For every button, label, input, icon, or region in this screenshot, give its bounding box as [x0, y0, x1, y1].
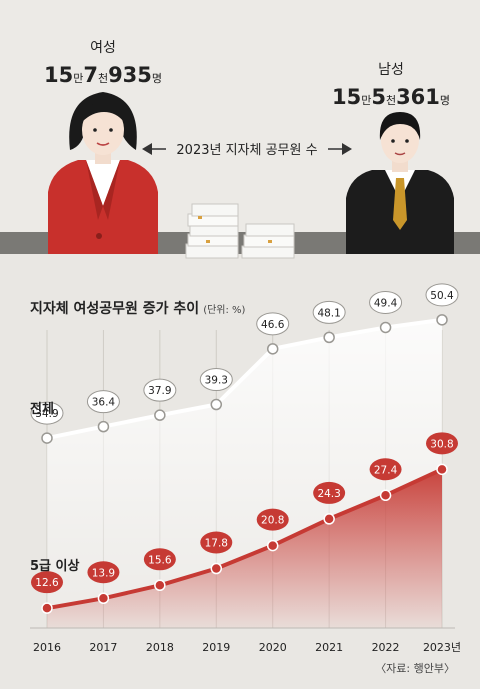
total-data-label: 36.4 [92, 397, 116, 409]
total-point [323, 331, 335, 344]
total-data-label: 37.9 [148, 385, 171, 397]
total-label-bubble [143, 378, 177, 402]
grade5-label-bubble [143, 548, 176, 571]
grade5-point [266, 539, 279, 552]
comparison-label: 2023년 지자체 공무원 수 [176, 143, 317, 158]
female-hair [69, 92, 137, 150]
male-figure [346, 112, 454, 254]
grade5-point [41, 602, 53, 614]
x-tick-label: 2023년 [423, 641, 461, 654]
grade5-data-label: 30.8 [430, 438, 453, 450]
grade5-data-label: 24.3 [317, 488, 340, 500]
grade5-data-label: 13.9 [92, 567, 115, 579]
male-tie [393, 178, 407, 230]
chart-title-line: 지자체 여성공무원 증가 추이 (단위: %) [30, 300, 246, 317]
total-label-bubble [369, 290, 403, 314]
grade5-label-bubble [31, 571, 63, 594]
total-data-label: 50.4 [430, 290, 454, 302]
chart-title: 지자체 여성공무원 증가 추이 [30, 300, 199, 317]
chart-points [41, 314, 448, 614]
total-point [154, 409, 166, 421]
male-label: 남성 [378, 62, 404, 78]
grade5-point [210, 562, 223, 575]
female-figure [48, 92, 158, 254]
grade5-label-bubble [313, 481, 346, 504]
total-data-label: 49.4 [374, 297, 398, 309]
total-point [97, 420, 110, 433]
male-count: 15만5천361명 [332, 85, 450, 109]
grade5-point [436, 463, 448, 476]
total-line [46, 317, 443, 441]
grade5-data-label: 20.8 [261, 515, 284, 527]
male-hair [379, 112, 421, 140]
x-tick-label: 2016 [33, 641, 61, 654]
x-tick-label: 2018 [146, 641, 174, 654]
source-note: 〈자료: 행안부〉 [375, 662, 455, 675]
female-face [82, 105, 124, 155]
total-label-bubble [312, 300, 346, 324]
x-tick-label: 2022 [372, 641, 400, 654]
chart-data-labels: 34.9 36.4 37.9 39.3 46.6 48.1 49.4 50.4 12.6 13.9… [30, 283, 459, 594]
grade5-data-label: 12.6 [35, 577, 59, 589]
total-point [210, 398, 223, 411]
grade5-label-bubble [200, 531, 233, 554]
grade5-point [323, 513, 335, 525]
total-point [41, 432, 53, 444]
grade5-data-label: 17.8 [205, 538, 228, 550]
total-label-bubble [425, 283, 459, 307]
grade5-label-bubble [426, 432, 458, 455]
grade5-point [97, 592, 110, 605]
total-point [379, 321, 392, 334]
female-blouse [86, 160, 120, 206]
total-data-label: 48.1 [317, 307, 340, 319]
total-label-bubble [199, 368, 233, 392]
total-data-label: 39.3 [205, 375, 228, 387]
grade5-data-label: 27.4 [374, 464, 398, 476]
total-data-label: 34.9 [35, 408, 58, 420]
total-point [266, 343, 279, 355]
series-label-total: 전체 [30, 401, 54, 417]
x-tick-label: 2020 [259, 641, 287, 654]
grade5-label-bubble [256, 508, 289, 531]
female-label: 여성 [90, 40, 116, 56]
grade5-point [154, 579, 166, 592]
grade5-area [47, 469, 442, 628]
total-point [436, 314, 448, 326]
grade5-data-label: 15.6 [148, 554, 172, 566]
series-label-grade5: 5급 이상 [30, 558, 79, 574]
total-label-bubble [30, 401, 64, 425]
x-axis-ticks: 2016 2017 2018 2019 2020 2021 2022 2023년 [33, 641, 461, 654]
chart-unit: (단위: %) [203, 303, 245, 316]
paper-stacks-icon [185, 203, 295, 259]
total-label-bubble [256, 312, 290, 336]
female-jacket [48, 160, 158, 254]
grade5-label-bubble [87, 561, 120, 584]
comparison-arrow [142, 139, 352, 159]
x-tick-label: 2019 [202, 641, 230, 654]
total-label-bubble [86, 390, 120, 414]
total-data-label: 46.6 [261, 319, 285, 331]
grade5-label-bubble [369, 458, 402, 481]
grade5-point [379, 489, 392, 502]
x-tick-label: 2021 [315, 641, 343, 654]
male-face [381, 117, 419, 163]
grade5-line [46, 467, 443, 611]
x-tick-label: 2017 [89, 641, 117, 654]
female-count: 15만7천935명 [44, 63, 162, 87]
